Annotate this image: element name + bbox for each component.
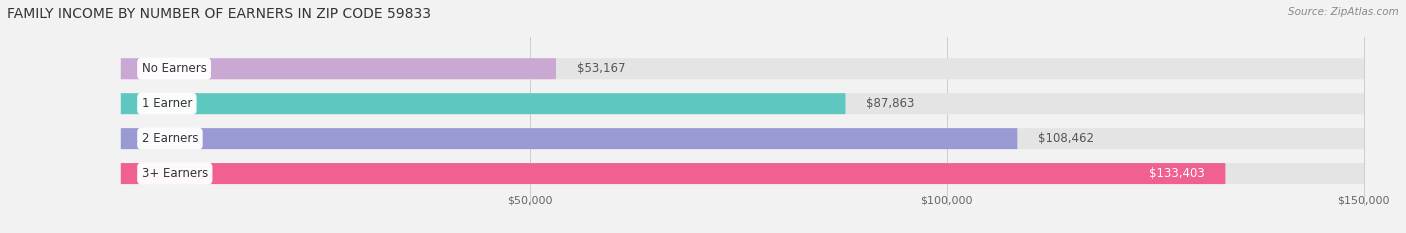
FancyBboxPatch shape xyxy=(121,163,1226,184)
Text: $53,167: $53,167 xyxy=(576,62,626,75)
FancyBboxPatch shape xyxy=(121,58,1364,79)
Text: 3+ Earners: 3+ Earners xyxy=(142,167,208,180)
Text: Source: ZipAtlas.com: Source: ZipAtlas.com xyxy=(1288,7,1399,17)
FancyBboxPatch shape xyxy=(121,58,555,79)
FancyBboxPatch shape xyxy=(121,93,1364,114)
Text: $108,462: $108,462 xyxy=(1038,132,1094,145)
Text: $87,863: $87,863 xyxy=(866,97,915,110)
FancyBboxPatch shape xyxy=(121,128,1018,149)
FancyBboxPatch shape xyxy=(121,128,1364,149)
FancyBboxPatch shape xyxy=(121,163,1364,184)
Text: FAMILY INCOME BY NUMBER OF EARNERS IN ZIP CODE 59833: FAMILY INCOME BY NUMBER OF EARNERS IN ZI… xyxy=(7,7,432,21)
Text: 1 Earner: 1 Earner xyxy=(142,97,193,110)
Text: 2 Earners: 2 Earners xyxy=(142,132,198,145)
Text: No Earners: No Earners xyxy=(142,62,207,75)
Text: $133,403: $133,403 xyxy=(1149,167,1205,180)
FancyBboxPatch shape xyxy=(121,93,845,114)
